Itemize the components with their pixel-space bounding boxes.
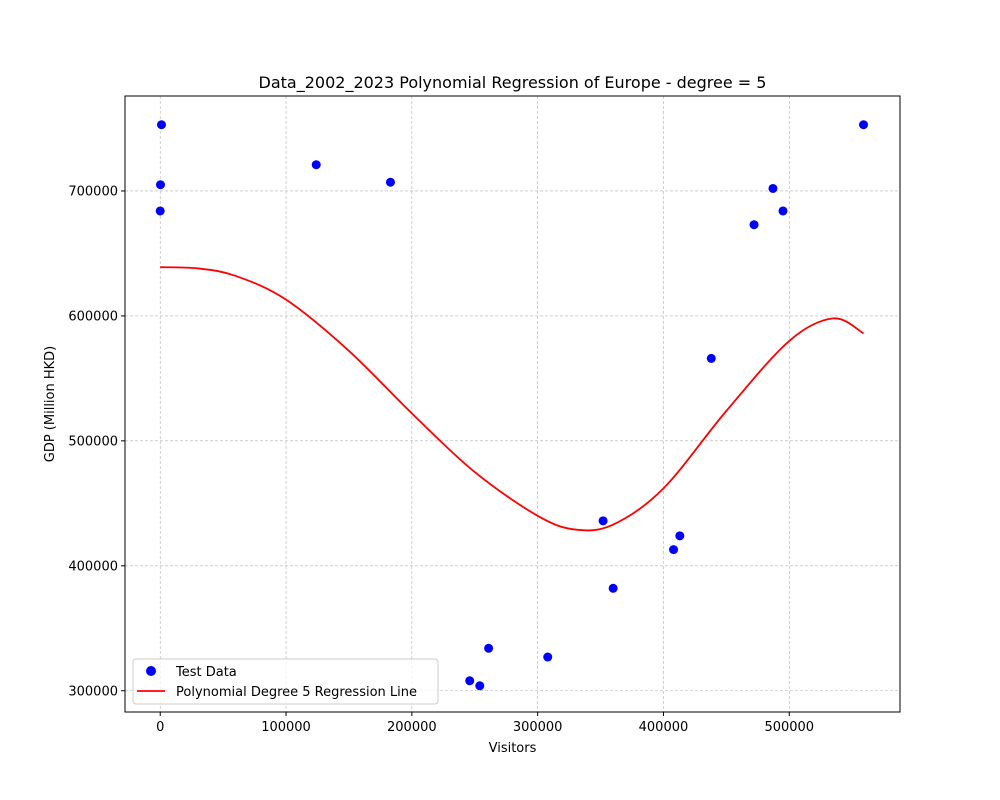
scatter-point bbox=[465, 676, 475, 686]
x-tick-label: 500000 bbox=[764, 720, 814, 735]
scatter-point bbox=[598, 516, 608, 526]
x-tick-label: 300000 bbox=[513, 720, 563, 735]
scatter-point bbox=[155, 206, 165, 216]
legend-label-regression-line: Polynomial Degree 5 Regression Line bbox=[176, 685, 417, 700]
y-tick-label: 400000 bbox=[68, 559, 118, 574]
ticks-layer: 0 100000 200000 300000 400000 500000 300000 400… bbox=[68, 184, 814, 735]
data-layer bbox=[155, 120, 869, 691]
y-tick-label: 500000 bbox=[68, 434, 118, 449]
scatter-point bbox=[768, 183, 778, 193]
scatter-point bbox=[484, 643, 494, 653]
grid-layer bbox=[125, 96, 900, 712]
scatter-point bbox=[706, 353, 716, 363]
x-tick-label: 0 bbox=[156, 720, 164, 735]
scatter-point bbox=[385, 177, 395, 187]
legend-marker-test-data bbox=[146, 666, 156, 676]
y-axis-label: GDP (Million HKD) bbox=[43, 346, 58, 463]
regression-line bbox=[160, 266, 864, 532]
scatter-point bbox=[859, 120, 869, 130]
scatter-point bbox=[749, 220, 759, 230]
scatter-point bbox=[778, 206, 788, 216]
scatter-point bbox=[608, 583, 618, 593]
scatter-point bbox=[156, 120, 166, 130]
scatter-point bbox=[675, 531, 685, 541]
x-tick-label: 100000 bbox=[261, 720, 311, 735]
scatter-point bbox=[475, 681, 485, 691]
scatter-point bbox=[311, 160, 321, 170]
plot-area-frame bbox=[124, 95, 901, 713]
legend-box bbox=[132, 658, 439, 705]
x-axis-label: Visitors bbox=[489, 741, 537, 756]
legend-label-test-data: Test Data bbox=[175, 665, 237, 680]
scatter-point bbox=[543, 652, 553, 662]
y-tick-label: 700000 bbox=[68, 184, 118, 199]
legend: Test Data Polynomial Degree 5 Regression… bbox=[132, 658, 439, 705]
chart-title: Data_2002_2023 Polynomial Regression of … bbox=[259, 73, 767, 93]
scatter-point bbox=[155, 180, 165, 190]
x-tick-label: 400000 bbox=[639, 720, 689, 735]
scatter-point bbox=[669, 545, 679, 555]
y-tick-label: 600000 bbox=[68, 309, 118, 324]
x-tick-label: 200000 bbox=[387, 720, 437, 735]
y-tick-label: 300000 bbox=[68, 684, 118, 699]
